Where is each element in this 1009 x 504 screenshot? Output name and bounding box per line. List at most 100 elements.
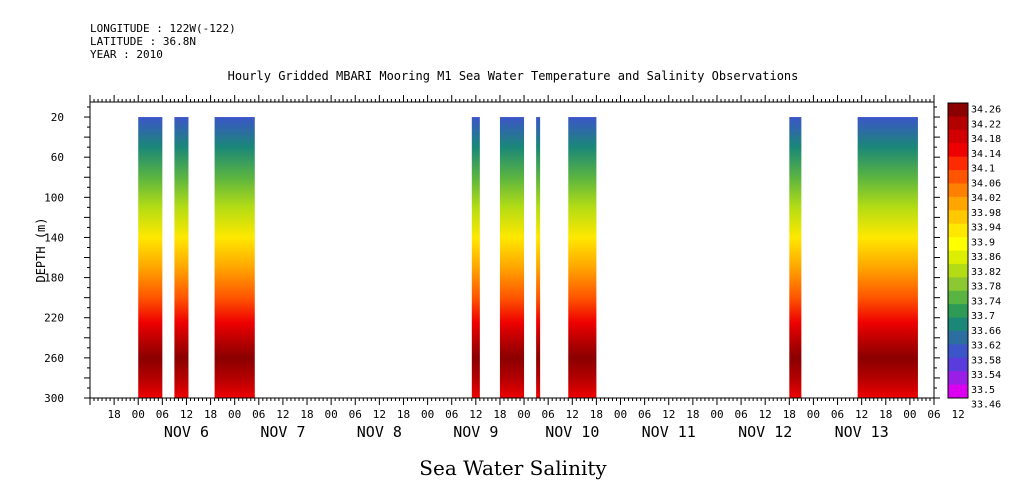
y-tick-label: 260 bbox=[44, 352, 64, 365]
x-tick-label: 18 bbox=[783, 408, 796, 421]
year-label: YEAR : 2010 bbox=[90, 48, 163, 61]
x-tick-label: 00 bbox=[132, 408, 145, 421]
x-tick-label: 18 bbox=[590, 408, 603, 421]
colorbar-label: 33.74 bbox=[971, 296, 1001, 307]
colorbar-segment bbox=[948, 330, 968, 345]
colorbar-segment bbox=[948, 290, 968, 305]
x-tick-label: 06 bbox=[927, 408, 940, 421]
colorbar-segment bbox=[948, 237, 968, 251]
x-tick-label: 12 bbox=[759, 408, 772, 421]
y-tick-label: 60 bbox=[51, 151, 64, 164]
data-block bbox=[499, 117, 525, 399]
data-block bbox=[857, 117, 918, 399]
colorbar-segment bbox=[948, 371, 968, 386]
colorbar-label: 34.14 bbox=[971, 149, 1001, 160]
x-tick-label: 18 bbox=[686, 408, 699, 421]
data-block bbox=[214, 117, 255, 399]
x-day-label: NOV 12 bbox=[738, 423, 792, 441]
colorbar-segment bbox=[948, 357, 968, 372]
y-tick-label: 300 bbox=[44, 392, 64, 405]
colorbar-frame bbox=[947, 102, 969, 399]
colorbar-label: 33.58 bbox=[971, 355, 1001, 366]
x-day-label: NOV 8 bbox=[357, 423, 402, 441]
colorbar-segment bbox=[948, 196, 968, 211]
x-tick-label: 12 bbox=[276, 408, 289, 421]
colorbar-segment bbox=[948, 156, 968, 171]
colorbar-label: 34.1 bbox=[971, 164, 995, 175]
colorbar-label: 33.94 bbox=[971, 223, 1001, 234]
x-tick-label: 18 bbox=[397, 408, 410, 421]
colorbar-segment bbox=[948, 129, 968, 144]
colorbar-segment bbox=[948, 143, 968, 158]
x-tick-label: 18 bbox=[107, 408, 120, 421]
x-tick-label: 12 bbox=[855, 408, 868, 421]
data-block bbox=[174, 117, 189, 399]
colorbar-segment bbox=[948, 170, 968, 184]
x-day-label: NOV 10 bbox=[545, 423, 599, 441]
colorbar-label: 33.46 bbox=[971, 400, 1001, 411]
data-block bbox=[789, 117, 802, 399]
x-tick-label: 00 bbox=[614, 408, 627, 421]
colorbar-label: 34.06 bbox=[971, 178, 1001, 189]
colorbar-segment bbox=[948, 277, 968, 292]
x-tick-label: 00 bbox=[807, 408, 820, 421]
colorbar-label: 34.02 bbox=[971, 193, 1001, 204]
x-tick-label: 12 bbox=[662, 408, 675, 421]
colorbar-label: 33.9 bbox=[971, 237, 995, 248]
colorbar-label: 34.26 bbox=[971, 105, 1001, 116]
x-tick-label: 06 bbox=[831, 408, 844, 421]
colorbar-segment bbox=[948, 223, 968, 238]
x-tick-label: 12 bbox=[373, 408, 386, 421]
y-tick-label: 220 bbox=[44, 312, 64, 325]
x-tick-label: 06 bbox=[638, 408, 651, 421]
x-day-label: NOV 13 bbox=[835, 423, 889, 441]
x-tick-label: 06 bbox=[252, 408, 265, 421]
chart-title: Hourly Gridded MBARI Mooring M1 Sea Wate… bbox=[227, 69, 799, 83]
x-tick-label: 06 bbox=[734, 408, 747, 421]
x-tick-label: 18 bbox=[879, 408, 892, 421]
colorbar-label: 33.54 bbox=[971, 370, 1001, 381]
x-tick-label: 18 bbox=[493, 408, 506, 421]
x-tick-label: 00 bbox=[325, 408, 338, 421]
x-tick-label: 06 bbox=[542, 408, 555, 421]
colorbar-label: 34.22 bbox=[971, 119, 1001, 130]
x-day-label: NOV 11 bbox=[642, 423, 696, 441]
x-tick-label: 18 bbox=[204, 408, 217, 421]
colorbar-label: 34.18 bbox=[971, 134, 1001, 145]
colorbar-label: 33.5 bbox=[971, 385, 995, 396]
colorbar-label: 33.62 bbox=[971, 341, 1001, 352]
colorbar-label: 33.86 bbox=[971, 252, 1001, 263]
colorbar-segment bbox=[948, 210, 968, 225]
colorbar-segment bbox=[948, 384, 968, 399]
y-tick-label: 140 bbox=[44, 231, 64, 244]
colorbar-label: 33.7 bbox=[971, 311, 995, 322]
colorbar-segment bbox=[948, 344, 968, 359]
y-tick-label: 180 bbox=[44, 272, 64, 285]
x-day-label: NOV 7 bbox=[260, 423, 305, 441]
x-tick-label: 12 bbox=[180, 408, 193, 421]
x-day-label: NOV 6 bbox=[164, 423, 209, 441]
x-tick-label: 00 bbox=[710, 408, 723, 421]
x-tick-label: 18 bbox=[300, 408, 313, 421]
colorbar-segment bbox=[948, 116, 968, 131]
y-tick-label: 20 bbox=[51, 111, 64, 124]
latitude-label: LATITUDE : 36.8N bbox=[90, 35, 196, 48]
x-tick-label: 12 bbox=[566, 408, 579, 421]
data-block bbox=[138, 117, 163, 399]
colorbar-segment bbox=[948, 263, 968, 278]
data-block bbox=[471, 117, 480, 399]
x-tick-label: 00 bbox=[228, 408, 241, 421]
colorbar-segment bbox=[948, 304, 968, 319]
colorbar-label: 33.82 bbox=[971, 267, 1001, 278]
x-tick-label: 12 bbox=[951, 408, 964, 421]
x-tick-label: 06 bbox=[445, 408, 458, 421]
x-tick-label: 00 bbox=[903, 408, 916, 421]
colorbar-segment bbox=[948, 183, 968, 198]
x-tick-label: 00 bbox=[421, 408, 434, 421]
x-tick-label: 00 bbox=[517, 408, 530, 421]
x-axis-label: Sea Water Salinity bbox=[419, 456, 607, 480]
x-tick-label: 12 bbox=[469, 408, 482, 421]
colorbar-segment bbox=[948, 103, 968, 117]
